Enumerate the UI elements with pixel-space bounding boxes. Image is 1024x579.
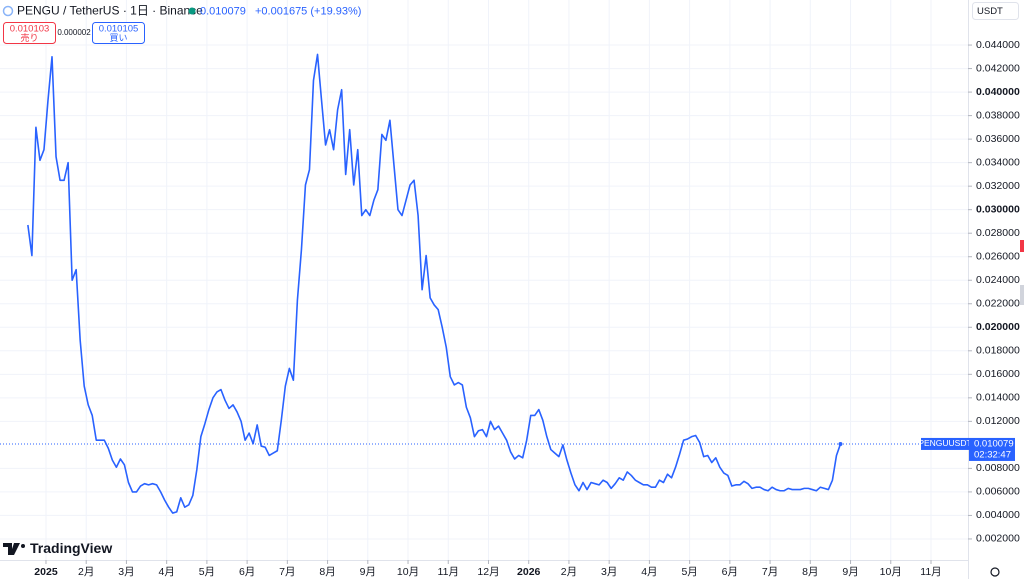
buy-button[interactable]	[92, 22, 145, 44]
x-tick-label: 7月	[279, 566, 295, 578]
symbol-title[interactable]: PENGU / TetherUS · 1日 · Binance	[17, 4, 203, 18]
y-tick-label: 0.022000	[976, 298, 1020, 310]
header: PENGU / TetherUS · 1日 · Binance 0.010079…	[2, 4, 361, 44]
x-tick-label: 2026	[517, 566, 541, 578]
y-tick-label: 0.002000	[976, 533, 1020, 545]
price-line	[27, 53, 842, 514]
symbol-tag	[921, 437, 969, 450]
x-tick-label: 2月	[78, 566, 94, 578]
x-tick-label: 6月	[722, 566, 738, 578]
y-tick-label: 0.026000	[976, 251, 1020, 263]
side-toolbar	[1020, 285, 1024, 305]
x-tick-label: 7月	[762, 566, 778, 578]
sell-label: 売り	[20, 32, 38, 43]
x-tick-label: 12月	[477, 566, 499, 578]
y-tick-label: 0.028000	[976, 227, 1020, 239]
brand-name: TradingView	[30, 540, 112, 556]
x-tick-label: 9月	[360, 566, 376, 578]
y-tick-label: 0.044000	[976, 39, 1020, 51]
header-change: +0.001675 (+19.93%)	[255, 5, 361, 17]
y-tick-label: 0.014000	[976, 392, 1020, 404]
y-tick-label: 0.020000	[976, 321, 1020, 333]
x-tick-label: 5月	[681, 566, 697, 578]
x-tick-label: 4月	[158, 566, 174, 578]
y-tick-label: 0.018000	[976, 345, 1020, 357]
price-tag-label: 0.010079	[974, 438, 1014, 449]
y-tick-label: 0.038000	[976, 109, 1020, 121]
symbol-tag-label: PENGUUSDT	[918, 438, 971, 448]
last-point	[838, 441, 843, 446]
price-tag	[969, 437, 1015, 461]
x-tick-label: 11月	[438, 566, 459, 578]
settings-icon[interactable]	[990, 567, 1000, 577]
buy-label: 買い	[109, 33, 127, 43]
countdown: 02:32:47	[974, 449, 1011, 460]
symbol-icon	[2, 5, 14, 17]
currency: USDT	[977, 6, 1003, 17]
buy-price: 0.010105	[99, 24, 139, 35]
axes: 0.002000 0.004000 0.006000 0.008000 0.012000…	[34, 39, 1020, 578]
x-tick-label: 2月	[561, 566, 577, 578]
brand-dot	[21, 544, 25, 548]
y-tick-label: 0.032000	[976, 180, 1020, 192]
y-tick-label: 0.008000	[976, 462, 1020, 474]
x-tick-label: 3月	[601, 566, 617, 578]
spread: 0.000002	[57, 28, 91, 37]
y-tick-label: 0.040000	[976, 86, 1020, 98]
sell-button[interactable]	[3, 22, 56, 44]
brand-mark	[3, 543, 20, 555]
x-tick-label: 11月	[920, 566, 941, 578]
y-tick-label: 0.006000	[976, 486, 1020, 498]
x-tick-label: 5月	[199, 566, 215, 578]
y-tick-label: 0.016000	[976, 368, 1020, 380]
side-marker	[1020, 240, 1024, 252]
x-tick-label: 8月	[802, 566, 818, 578]
y-tick-label: 0.030000	[976, 203, 1020, 215]
x-tick-label: 4月	[641, 566, 657, 578]
y-tick-label: 0.024000	[976, 274, 1020, 286]
sell-price: 0.010103	[10, 24, 50, 35]
y-tick-label: 0.012000	[976, 415, 1020, 427]
brand-logo: TradingView	[3, 540, 112, 556]
x-tick-label: 2025	[34, 566, 58, 578]
x-tick-label: 10月	[880, 566, 902, 578]
y-tick-label: 0.036000	[976, 133, 1020, 145]
currency-button[interactable]	[972, 2, 1019, 20]
x-tick-label: 10月	[397, 566, 419, 578]
y-tick-label: 0.042000	[976, 62, 1020, 74]
market-status	[188, 7, 196, 15]
x-tick-label: 8月	[319, 566, 335, 578]
x-tick-label: 3月	[118, 566, 134, 578]
y-tick-label: 0.004000	[976, 509, 1020, 521]
x-tick-label: 6月	[239, 566, 255, 578]
plot	[0, 53, 968, 514]
y-tick-label: 0.034000	[976, 156, 1020, 168]
header-price: 0.010079	[200, 5, 246, 17]
x-tick-label: 9月	[842, 566, 858, 578]
